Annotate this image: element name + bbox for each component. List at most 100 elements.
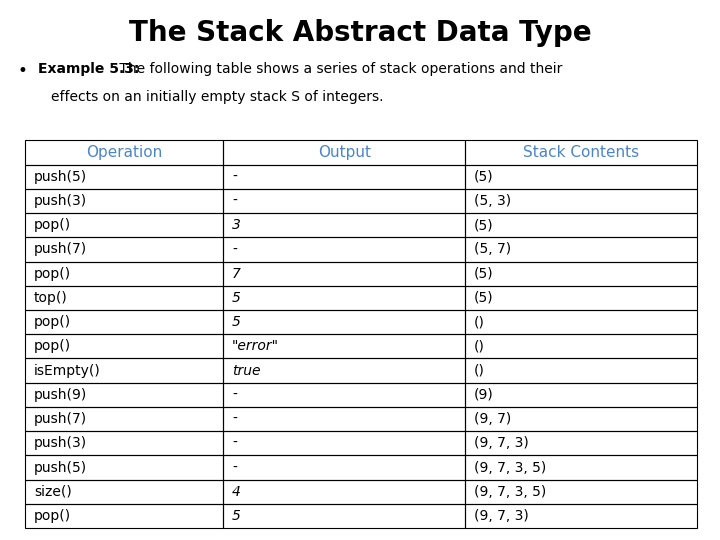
Bar xyxy=(25,359,223,383)
Bar xyxy=(465,383,697,407)
Text: Stack Contents: Stack Contents xyxy=(523,145,639,160)
Bar xyxy=(465,334,697,359)
Text: Output: Output xyxy=(318,145,371,160)
Text: (9, 7): (9, 7) xyxy=(474,412,511,426)
Text: push(9): push(9) xyxy=(34,388,87,402)
Bar xyxy=(25,480,223,504)
Text: -: - xyxy=(232,194,237,208)
Bar xyxy=(465,504,697,528)
Bar xyxy=(25,189,223,213)
Text: true: true xyxy=(232,363,261,377)
Text: 5: 5 xyxy=(232,509,241,523)
Text: (9, 7, 3, 5): (9, 7, 3, 5) xyxy=(474,485,546,499)
Text: (5): (5) xyxy=(474,170,493,184)
Bar xyxy=(223,480,465,504)
Text: -: - xyxy=(232,412,237,426)
Bar xyxy=(223,261,465,286)
Text: push(3): push(3) xyxy=(34,194,87,208)
Bar xyxy=(223,407,465,431)
Bar xyxy=(223,310,465,334)
Bar xyxy=(465,261,697,286)
Bar xyxy=(465,359,697,383)
Bar xyxy=(465,480,697,504)
Text: size(): size() xyxy=(34,485,71,499)
Text: -: - xyxy=(232,436,237,450)
Bar xyxy=(25,334,223,359)
Text: pop(): pop() xyxy=(34,267,71,281)
Bar xyxy=(25,261,223,286)
Bar xyxy=(25,213,223,238)
Bar xyxy=(223,359,465,383)
Bar xyxy=(25,504,223,528)
Text: 7: 7 xyxy=(232,267,241,281)
Bar xyxy=(465,213,697,238)
Bar xyxy=(25,310,223,334)
Text: 5: 5 xyxy=(232,291,241,305)
Text: 5: 5 xyxy=(232,315,241,329)
Bar xyxy=(223,189,465,213)
Text: (9): (9) xyxy=(474,388,494,402)
Text: push(5): push(5) xyxy=(34,461,87,475)
Text: isEmpty(): isEmpty() xyxy=(34,363,101,377)
Bar xyxy=(465,431,697,455)
Text: (9, 7, 3, 5): (9, 7, 3, 5) xyxy=(474,461,546,475)
Text: pop(): pop() xyxy=(34,315,71,329)
Text: (5): (5) xyxy=(474,218,493,232)
Bar xyxy=(223,431,465,455)
Text: (): () xyxy=(474,339,485,353)
Bar xyxy=(223,286,465,310)
Text: (5): (5) xyxy=(474,267,493,281)
Text: (5, 7): (5, 7) xyxy=(474,242,511,256)
Text: (5, 3): (5, 3) xyxy=(474,194,511,208)
Bar xyxy=(25,455,223,480)
Text: -: - xyxy=(232,388,237,402)
Text: -: - xyxy=(232,461,237,475)
Bar xyxy=(25,140,223,165)
Bar xyxy=(465,140,697,165)
Bar xyxy=(465,407,697,431)
Bar xyxy=(223,213,465,238)
Text: -: - xyxy=(232,170,237,184)
Bar xyxy=(465,165,697,189)
Text: The following table shows a series of stack operations and their: The following table shows a series of st… xyxy=(115,62,562,76)
Bar xyxy=(223,455,465,480)
Bar xyxy=(223,383,465,407)
Text: pop(): pop() xyxy=(34,218,71,232)
Text: (): () xyxy=(474,363,485,377)
Text: "error": "error" xyxy=(232,339,279,353)
Text: The Stack Abstract Data Type: The Stack Abstract Data Type xyxy=(129,19,591,47)
Bar xyxy=(25,383,223,407)
Bar xyxy=(25,407,223,431)
Bar xyxy=(223,238,465,261)
Text: push(7): push(7) xyxy=(34,242,87,256)
Text: 4: 4 xyxy=(232,485,241,499)
Bar xyxy=(223,334,465,359)
Bar xyxy=(223,140,465,165)
Text: (9, 7, 3): (9, 7, 3) xyxy=(474,509,528,523)
Bar xyxy=(465,189,697,213)
Text: (5): (5) xyxy=(474,291,493,305)
Text: push(3): push(3) xyxy=(34,436,87,450)
Text: 3: 3 xyxy=(232,218,241,232)
Bar xyxy=(465,455,697,480)
Text: top(): top() xyxy=(34,291,68,305)
Text: •: • xyxy=(18,62,28,80)
Bar xyxy=(25,431,223,455)
Text: push(7): push(7) xyxy=(34,412,87,426)
Bar xyxy=(465,310,697,334)
Bar xyxy=(25,286,223,310)
Bar xyxy=(25,238,223,261)
Bar xyxy=(223,165,465,189)
Bar xyxy=(25,165,223,189)
Text: -: - xyxy=(232,242,237,256)
Bar xyxy=(223,504,465,528)
Text: Example 5.3:: Example 5.3: xyxy=(38,62,140,76)
Text: (): () xyxy=(474,315,485,329)
Text: effects on an initially empty stack S of integers.: effects on an initially empty stack S of… xyxy=(51,90,384,104)
Text: push(5): push(5) xyxy=(34,170,87,184)
Text: Operation: Operation xyxy=(86,145,163,160)
Text: (9, 7, 3): (9, 7, 3) xyxy=(474,436,528,450)
Bar xyxy=(465,238,697,261)
Bar xyxy=(465,286,697,310)
Text: pop(): pop() xyxy=(34,509,71,523)
